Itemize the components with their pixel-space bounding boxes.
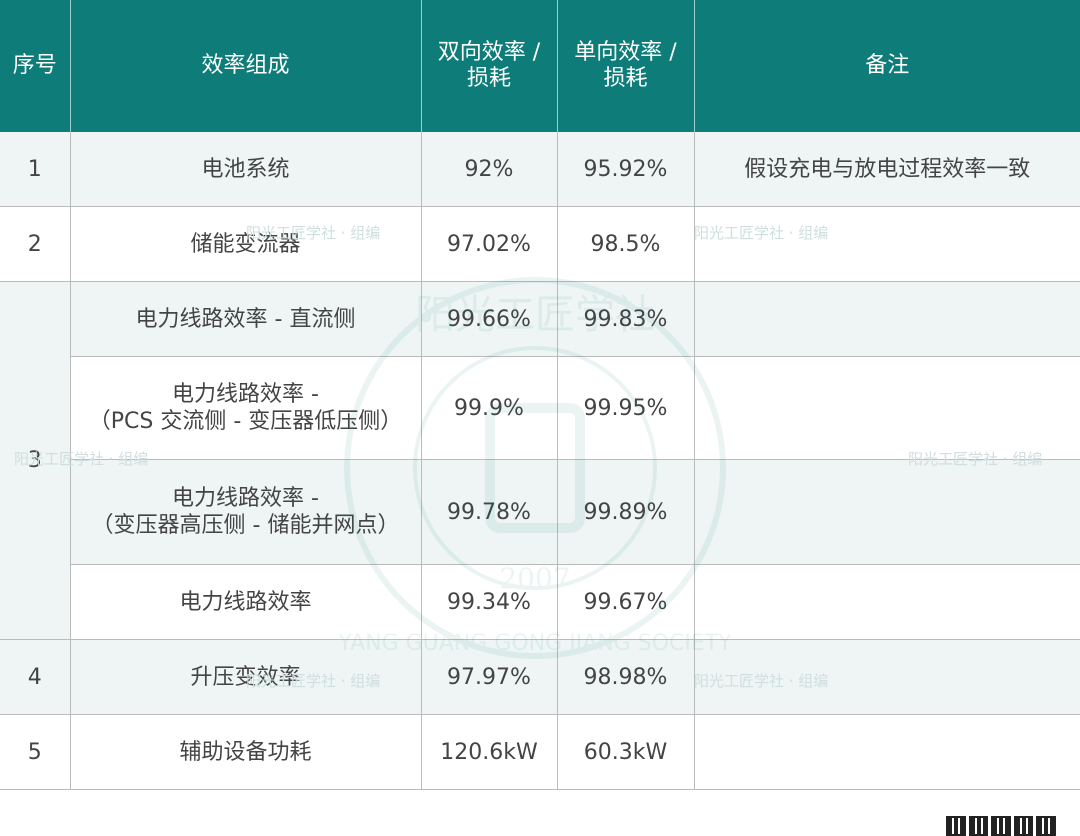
row-index: 5: [0, 715, 70, 790]
qr-code-icon: [946, 814, 1056, 836]
row-component-line2: （变压器高压侧 - 储能并网点）: [71, 512, 421, 539]
table-row: 3 电力线路效率 - 直流侧 99.66% 99.83%: [0, 282, 1080, 357]
row-bidirectional: 97.97%: [421, 640, 557, 715]
row-component-line2: （PCS 交流侧 - 变压器低压侧）: [71, 408, 421, 435]
row-unidirectional: 95.92%: [557, 132, 694, 207]
row-remark: [694, 207, 1080, 282]
header-unidirectional-line2: 损耗: [558, 66, 694, 92]
header-bidirectional-line2: 损耗: [422, 66, 557, 92]
row-component: 电力线路效率 - （变压器高压侧 - 储能并网点）: [70, 460, 421, 565]
row-remark: [694, 565, 1080, 640]
row-index: 1: [0, 132, 70, 207]
row-remark: 假设充电与放电过程效率一致: [694, 132, 1080, 207]
row-component: 升压变效率: [70, 640, 421, 715]
header-bidirectional-line1: 双向效率 /: [422, 40, 557, 66]
row-bidirectional: 99.78%: [421, 460, 557, 565]
table-header-row: 序号 效率组成 双向效率 / 损耗 单向效率 / 损耗 备注: [0, 0, 1080, 132]
row-component: 辅助设备功耗: [70, 715, 421, 790]
table-row: 5 辅助设备功耗 120.6kW 60.3kW: [0, 715, 1080, 790]
table-row: 1 电池系统 92% 95.92% 假设充电与放电过程效率一致: [0, 132, 1080, 207]
row-bidirectional: 99.9%: [421, 357, 557, 460]
row-remark: [694, 357, 1080, 460]
header-unidirectional-line1: 单向效率 /: [558, 40, 694, 66]
row-bidirectional: 120.6kW: [421, 715, 557, 790]
row-unidirectional: 99.95%: [557, 357, 694, 460]
row-component: 电力线路效率 - 直流侧: [70, 282, 421, 357]
row-remark: [694, 282, 1080, 357]
row-bidirectional: 92%: [421, 132, 557, 207]
header-bidirectional: 双向效率 / 损耗: [421, 0, 557, 132]
table-row: 电力线路效率 - （PCS 交流侧 - 变压器低压侧） 99.9% 99.95%: [0, 357, 1080, 460]
row-component: 电池系统: [70, 132, 421, 207]
row-index: 2: [0, 207, 70, 282]
row-remark: [694, 715, 1080, 790]
row-component-line1: 电力线路效率 -: [71, 485, 421, 512]
row-remark: [694, 640, 1080, 715]
header-index: 序号: [0, 0, 70, 132]
row-component: 储能变流器: [70, 207, 421, 282]
row-unidirectional: 99.89%: [557, 460, 694, 565]
table-row: 电力线路效率 - （变压器高压侧 - 储能并网点） 99.78% 99.89%: [0, 460, 1080, 565]
table-footer-row: [0, 790, 1080, 836]
row-remark: [694, 460, 1080, 565]
row-index: 4: [0, 640, 70, 715]
row-unidirectional: 99.67%: [557, 565, 694, 640]
table-row: 2 储能变流器 97.02% 98.5%: [0, 207, 1080, 282]
table-row: 4 升压变效率 97.97% 98.98%: [0, 640, 1080, 715]
row-unidirectional: 60.3kW: [557, 715, 694, 790]
row-index: 3: [0, 282, 70, 640]
row-unidirectional: 98.98%: [557, 640, 694, 715]
row-unidirectional: 99.83%: [557, 282, 694, 357]
header-remark: 备注: [694, 0, 1080, 132]
row-bidirectional: 97.02%: [421, 207, 557, 282]
table-row: 电力线路效率 99.34% 99.67%: [0, 565, 1080, 640]
header-component: 效率组成: [70, 0, 421, 132]
row-component: 电力线路效率 - （PCS 交流侧 - 变压器低压侧）: [70, 357, 421, 460]
footer-cell: [0, 790, 1080, 836]
row-bidirectional: 99.66%: [421, 282, 557, 357]
row-unidirectional: 98.5%: [557, 207, 694, 282]
row-component-line1: 电力线路效率 -: [71, 381, 421, 408]
row-component: 电力线路效率: [70, 565, 421, 640]
row-bidirectional: 99.34%: [421, 565, 557, 640]
header-unidirectional: 单向效率 / 损耗: [557, 0, 694, 132]
